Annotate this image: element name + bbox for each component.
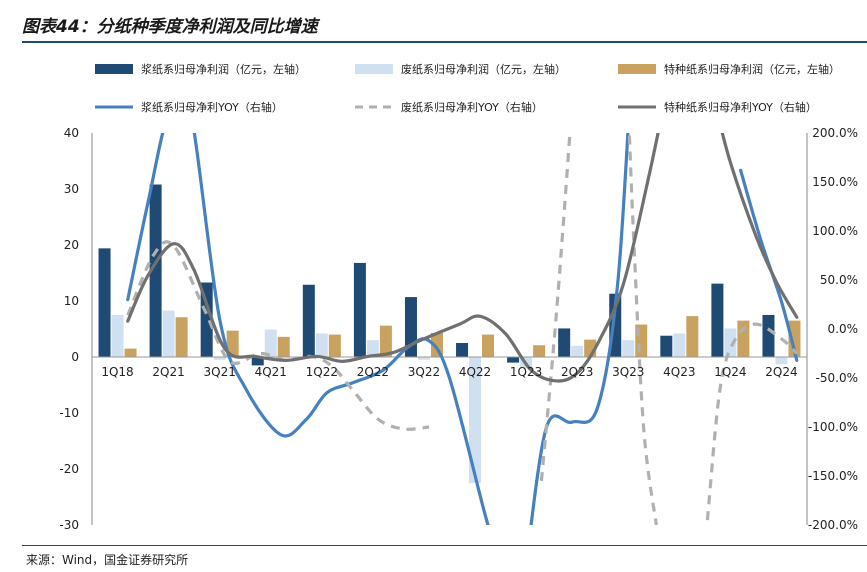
line-waste-yoy [705,322,798,521]
x-tick-label: 2Q24 [765,365,797,379]
source-note: 来源：Wind，国金证券研究所 [26,553,189,567]
legend-label: 浆纸系归母净利YOY（右轴） [141,100,283,114]
left-tick-label: 20 [64,238,79,252]
x-tick-label: 1Q18 [101,365,133,379]
bars [98,184,801,483]
left-tick-label: -20 [59,462,79,476]
bar-pulp [456,343,469,357]
bar-pulp [660,335,673,357]
bar-waste [469,357,482,483]
line-special-yoy [720,133,799,319]
x-tick-label: 1Q23 [510,365,542,379]
bar-waste [213,357,226,360]
bar-pulp [302,284,315,357]
bar-waste [315,333,328,357]
x-tick-label: 4Q23 [663,365,695,379]
bar-waste [571,345,584,357]
right-tick-label: 100.0% [812,224,858,238]
x-tick-label: 3Q23 [612,365,644,379]
left-tick-label: 30 [64,182,79,196]
left-tick-label: 40 [64,126,79,140]
title-rule [22,41,867,43]
legend-label: 浆纸系归母净利润（亿元，左轴） [141,62,306,76]
bar-pulp [507,357,520,363]
legend-label: 特种纸系归母净利润（亿元，左轴） [664,62,840,76]
line-pulp-yoy [126,133,490,525]
left-tick-label: -30 [59,518,79,532]
bar-special [686,316,699,357]
bar-waste [162,310,175,357]
x-tick-label: 4Q22 [459,365,491,379]
bar-special [379,325,392,357]
x-tick-label: 1Q24 [714,365,746,379]
bar-pulp [762,315,775,357]
chart-title: 图表44：分纸种季度净利润及同比增速 [22,17,318,37]
x-tick-label: 2Q23 [561,365,593,379]
left-axis: 40 30 20 10 0 -10 -20 -30 [59,126,79,532]
right-tick-label: 200.0% [812,126,858,140]
x-tick-label: 3Q22 [408,365,440,379]
legend-swatch [355,64,393,74]
right-tick-label: -50.0% [816,371,858,385]
bar-waste [673,333,686,357]
right-tick-label: 150.0% [812,175,858,189]
bar-waste [775,357,788,365]
right-tick-label: 50.0% [820,273,858,287]
bar-pulp [711,283,724,357]
footer-rule [22,545,867,546]
right-tick-label: -100.0% [808,420,858,434]
bar-waste [724,328,737,357]
legend-swatch [95,64,133,74]
legend-label: 废纸系归母净利润（亿元，左轴） [401,62,566,76]
x-axis: 1Q18 2Q21 3Q21 4Q21 1Q22 2Q22 3Q22 4Q22 1Q23 2Q23… [101,365,797,379]
bar-special [737,320,750,357]
bar-special [124,348,137,357]
bar-pulp [251,357,264,366]
bar-special [175,317,188,357]
bar-pulp [149,184,162,357]
bar-special [328,334,341,357]
legend-label: 特种纸系归母净利YOY（右轴） [664,100,817,114]
right-axis: 200.0% 150.0% 100.0% 50.0% 0.0% -50.0% -100.0%… [808,126,858,532]
bar-special [277,336,290,357]
bar-waste [366,340,379,357]
x-tick-label: 3Q21 [203,365,235,379]
left-tick-label: -10 [59,406,79,420]
bar-waste [111,315,124,357]
lines [126,133,799,525]
legend: 浆纸系归母净利润（亿元，左轴） 废纸系归母净利润（亿元，左轴） 特种纸系归母净利润（… [95,62,840,114]
right-tick-label: -150.0% [808,469,858,483]
bar-special [482,334,495,357]
x-tick-label: 4Q21 [255,365,287,379]
line-waste-yoy [627,133,658,525]
bar-waste [622,340,635,357]
legend-swatch [618,64,656,74]
bar-pulp [200,282,213,357]
bar-waste [264,329,277,357]
line-special-yoy [126,133,660,383]
bar-pulp [558,328,571,357]
line-waste-yoy [539,133,572,482]
bar-special [533,345,546,357]
x-tick-label: 1Q22 [306,365,338,379]
right-tick-label: -200.0% [808,518,858,532]
line-pulp-yoy [529,133,630,525]
chart: 浆纸系归母净利润（亿元，左轴） 废纸系归母净利润（亿元，左轴） 特种纸系归母净利润（… [59,62,858,532]
legend-label: 废纸系归母净利YOY（右轴） [401,100,543,114]
bar-pulp [98,248,111,357]
bar-waste [417,357,430,360]
bar-special [226,330,239,357]
bar-special [788,320,801,357]
left-tick-label: 0 [71,350,79,364]
right-tick-label: 0.0% [828,322,859,336]
x-tick-label: 2Q21 [152,365,184,379]
line-waste-yoy [126,240,430,431]
left-tick-label: 10 [64,294,79,308]
bar-pulp [353,262,366,357]
x-tick-label: 2Q22 [357,365,389,379]
